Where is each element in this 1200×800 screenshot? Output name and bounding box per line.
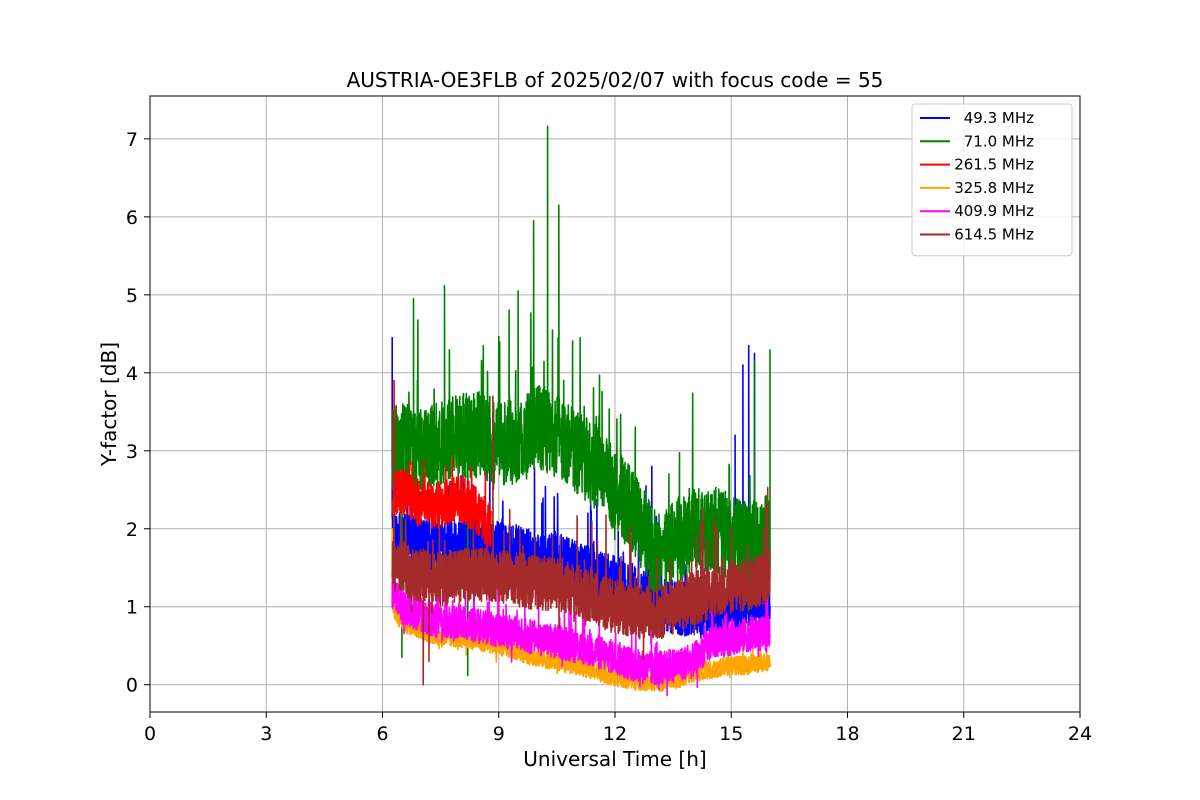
x-tick-label: 18	[835, 723, 859, 745]
y-axis-ticks: 0 1 2 3 4 5 6 7	[126, 129, 150, 697]
series-layer	[391, 125, 771, 697]
series-line-614-5-mhz	[391, 395, 771, 686]
x-tick-label: 21	[952, 723, 976, 745]
x-tick-label: 6	[376, 723, 388, 745]
y-tick-label: 5	[126, 285, 138, 307]
legend-box	[911, 103, 1073, 257]
x-axis-ticks: 0 3 6 9 12 15 18 21 24	[144, 712, 1092, 745]
x-tick-label: 3	[260, 723, 272, 745]
legend-entry-label: 71.0 MHz	[964, 132, 1034, 150]
y-tick-label: 3	[126, 441, 138, 463]
series-line-325-8-mhz	[391, 500, 771, 692]
legend-entry-label: 49.3 MHz	[964, 109, 1034, 127]
y-axis-label: Y-factor [dB]	[97, 342, 121, 467]
x-tick-label: 12	[603, 723, 627, 745]
legend-entry-label: 261.5 MHz	[954, 156, 1034, 174]
y-tick-label: 7	[126, 129, 138, 151]
legend: 49.3 MHz 71.0 MHz 261.5 MHz 325.8 MHz 409.9 …	[911, 103, 1073, 257]
legend-entry-label: 325.8 MHz	[954, 179, 1034, 197]
x-tick-label: 24	[1068, 723, 1092, 745]
y-tick-label: 6	[126, 207, 138, 229]
legend-entry-label: 409.9 MHz	[954, 202, 1034, 220]
series-line-71-0-mhz	[391, 125, 771, 677]
x-tick-label: 15	[719, 723, 743, 745]
y-tick-label: 0	[126, 675, 138, 697]
y-tick-label: 1	[126, 597, 138, 619]
legend-entry-label: 614.5 MHz	[954, 226, 1034, 244]
y-tick-label: 2	[126, 519, 138, 541]
x-tick-label: 0	[144, 723, 156, 745]
x-tick-label: 9	[493, 723, 505, 745]
x-axis-label: Universal Time [h]	[523, 747, 706, 771]
series-line-261-5-mhz	[391, 379, 492, 553]
series-line-409-9-mhz	[391, 569, 771, 697]
y-tick-label: 4	[126, 363, 138, 385]
chart-title: AUSTRIA-OE3FLB of 2025/02/07 with focus …	[347, 68, 884, 92]
